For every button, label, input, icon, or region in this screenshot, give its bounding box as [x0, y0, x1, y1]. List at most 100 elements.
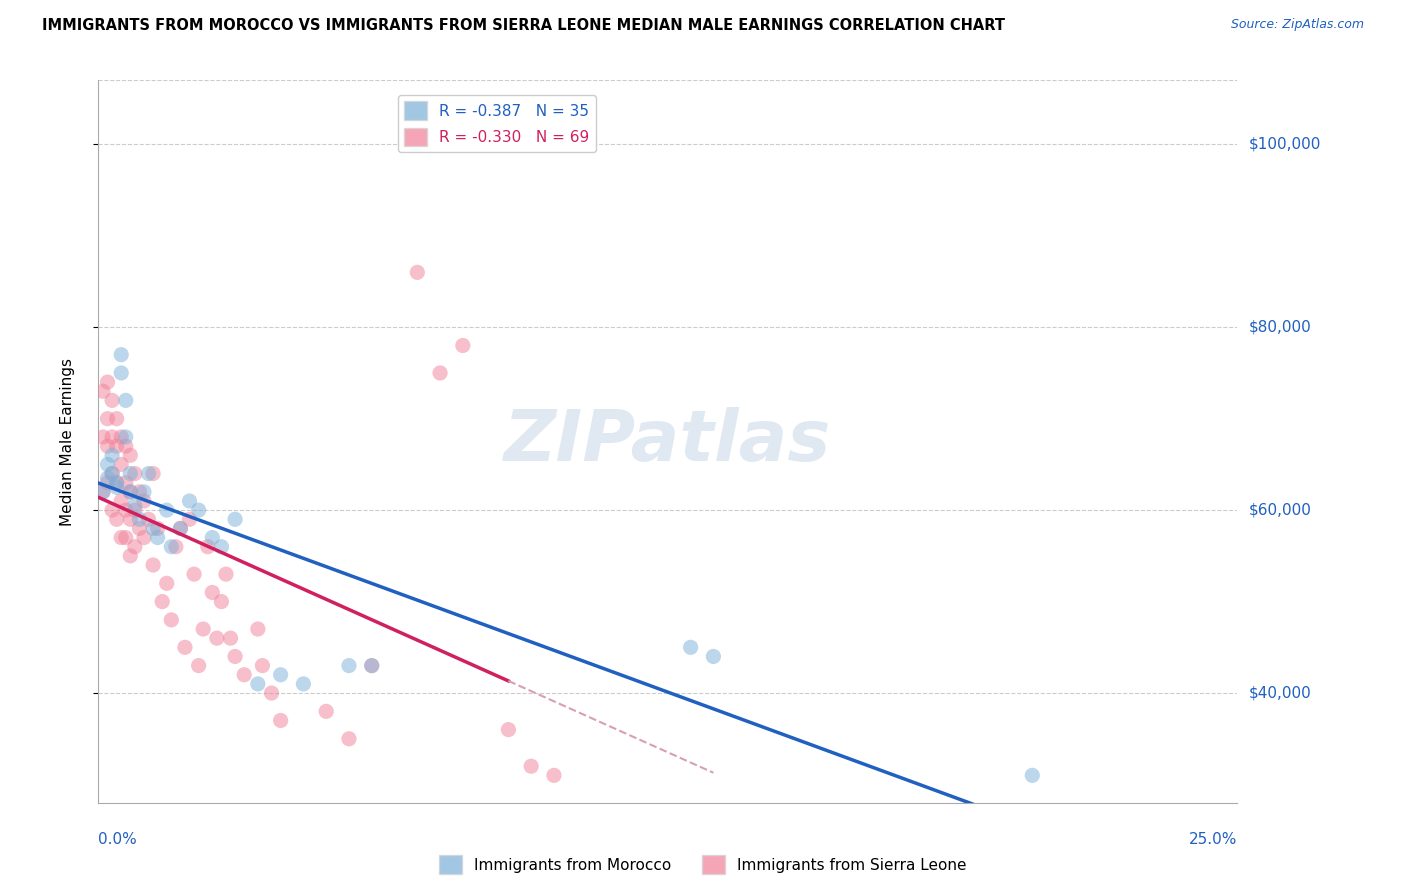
- Point: [96, 411, 118, 425]
- Point: [124, 540, 146, 554]
- Point: [337, 658, 360, 673]
- Point: [169, 521, 191, 535]
- Point: [270, 714, 292, 728]
- Point: [498, 723, 520, 737]
- Point: [292, 677, 315, 691]
- Point: [406, 265, 429, 279]
- Text: IMMIGRANTS FROM MOROCCO VS IMMIGRANTS FROM SIERRA LEONE MEDIAN MALE EARNINGS COR: IMMIGRANTS FROM MOROCCO VS IMMIGRANTS FR…: [42, 18, 1005, 33]
- Point: [187, 658, 209, 673]
- Point: [110, 348, 132, 362]
- Point: [1021, 768, 1043, 782]
- Point: [114, 430, 136, 444]
- Point: [124, 467, 146, 481]
- Point: [219, 631, 242, 645]
- Point: [105, 475, 128, 490]
- Point: [132, 484, 155, 499]
- Point: [128, 521, 150, 535]
- Point: [114, 439, 136, 453]
- Point: [120, 549, 142, 563]
- Point: [197, 540, 219, 554]
- Point: [91, 484, 114, 499]
- Point: [138, 512, 160, 526]
- Text: 25.0%: 25.0%: [1189, 831, 1237, 847]
- Point: [183, 567, 205, 582]
- Point: [110, 531, 132, 545]
- Point: [96, 375, 118, 389]
- Text: ZIPatlas: ZIPatlas: [505, 407, 831, 476]
- Point: [270, 667, 292, 681]
- Point: [260, 686, 283, 700]
- Text: $100,000: $100,000: [1249, 136, 1322, 152]
- Point: [160, 613, 183, 627]
- Point: [315, 704, 337, 718]
- Point: [205, 631, 228, 645]
- Point: [179, 512, 201, 526]
- Point: [120, 512, 142, 526]
- Text: 0.0%: 0.0%: [98, 831, 138, 847]
- Point: [702, 649, 724, 664]
- Point: [224, 512, 246, 526]
- Point: [124, 499, 146, 513]
- Point: [124, 503, 146, 517]
- Point: [543, 768, 565, 782]
- Legend: R = -0.387   N = 35, R = -0.330   N = 69: R = -0.387 N = 35, R = -0.330 N = 69: [398, 95, 596, 153]
- Point: [142, 521, 165, 535]
- Point: [101, 467, 124, 481]
- Point: [110, 366, 132, 380]
- Point: [165, 540, 187, 554]
- Point: [96, 471, 118, 485]
- Point: [120, 484, 142, 499]
- Point: [91, 430, 114, 444]
- Point: [91, 384, 114, 399]
- Text: $40,000: $40,000: [1249, 686, 1312, 700]
- Point: [187, 503, 209, 517]
- Point: [156, 576, 179, 591]
- Point: [215, 567, 238, 582]
- Point: [91, 484, 114, 499]
- Point: [209, 594, 232, 608]
- Point: [146, 531, 169, 545]
- Legend: Immigrants from Morocco, Immigrants from Sierra Leone: Immigrants from Morocco, Immigrants from…: [433, 849, 973, 880]
- Point: [360, 658, 382, 673]
- Point: [132, 494, 155, 508]
- Point: [105, 475, 128, 490]
- Point: [101, 503, 124, 517]
- Point: [429, 366, 451, 380]
- Point: [110, 494, 132, 508]
- Point: [114, 531, 136, 545]
- Point: [101, 467, 124, 481]
- Point: [96, 439, 118, 453]
- Point: [96, 458, 118, 472]
- Point: [193, 622, 215, 636]
- Point: [174, 640, 197, 655]
- Point: [679, 640, 702, 655]
- Point: [110, 458, 132, 472]
- Y-axis label: Median Male Earnings: Median Male Earnings: [60, 358, 75, 525]
- Point: [110, 430, 132, 444]
- Point: [96, 475, 118, 490]
- Point: [120, 467, 142, 481]
- Point: [101, 448, 124, 462]
- Point: [142, 467, 165, 481]
- Point: [120, 448, 142, 462]
- Point: [520, 759, 543, 773]
- Point: [252, 658, 274, 673]
- Point: [360, 658, 382, 673]
- Point: [105, 480, 128, 494]
- Point: [138, 467, 160, 481]
- Point: [201, 531, 224, 545]
- Point: [156, 503, 179, 517]
- Point: [114, 503, 136, 517]
- Text: Source: ZipAtlas.com: Source: ZipAtlas.com: [1230, 18, 1364, 31]
- Point: [105, 439, 128, 453]
- Point: [114, 393, 136, 408]
- Point: [246, 677, 269, 691]
- Point: [101, 430, 124, 444]
- Point: [105, 411, 128, 425]
- Point: [201, 585, 224, 599]
- Point: [160, 540, 183, 554]
- Point: [224, 649, 246, 664]
- Point: [146, 521, 169, 535]
- Point: [209, 540, 232, 554]
- Point: [246, 622, 269, 636]
